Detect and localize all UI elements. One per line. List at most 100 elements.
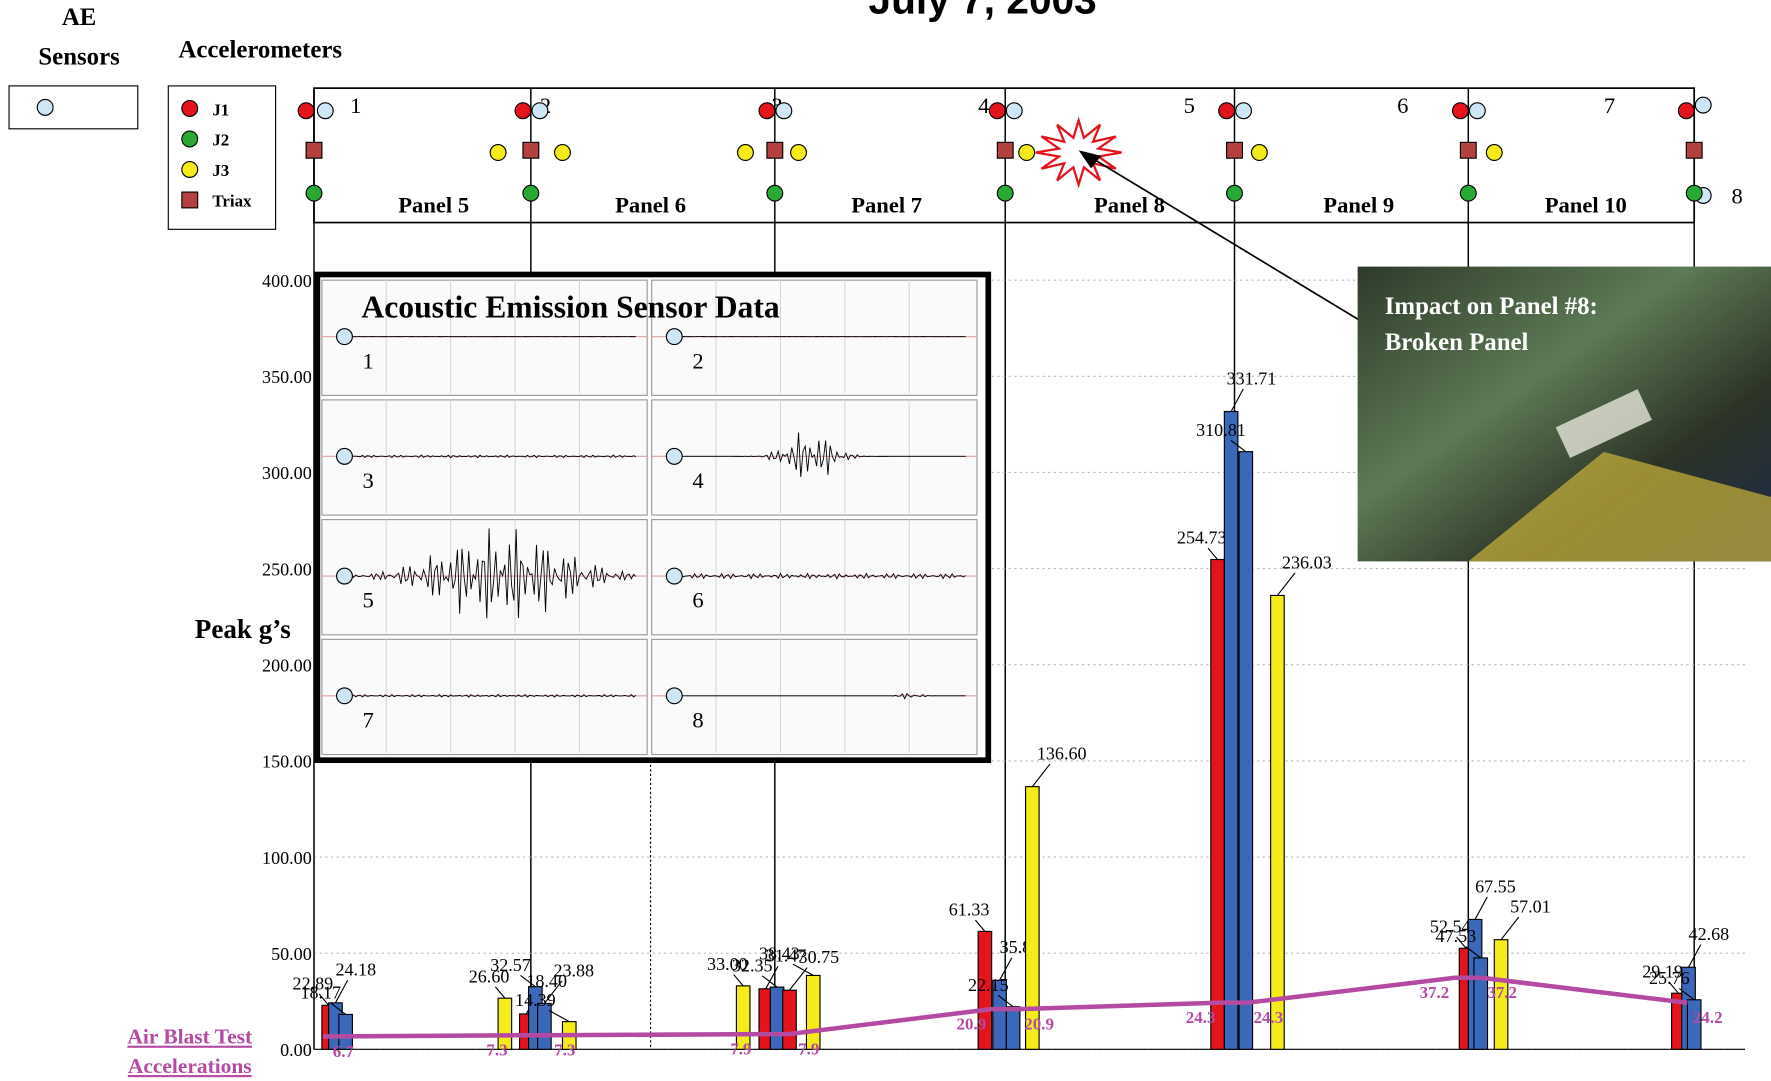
sensor-number: 7 [1604, 93, 1615, 118]
inset-panel [322, 520, 647, 635]
y-tick-label: 350.00 [262, 367, 312, 387]
j2-marker [523, 185, 539, 201]
ae-marker [337, 568, 353, 584]
label-leader [1032, 764, 1050, 787]
ae-legend-box [9, 86, 138, 129]
sensor-number: 5 [1184, 93, 1195, 118]
j3-marker [1019, 145, 1035, 161]
j3-marker [555, 145, 571, 161]
value-label: 61.33 [949, 900, 990, 920]
line-label: 6.7 [333, 1042, 355, 1061]
bar [1239, 452, 1253, 1050]
triax-marker [523, 142, 539, 158]
ae-marker [337, 688, 353, 704]
j2-marker [306, 185, 322, 201]
value-label: 24.18 [335, 960, 376, 980]
value-label: 18.17 [300, 983, 341, 1003]
inset-channel: 2 [692, 348, 703, 373]
panel-label: Panel 5 [398, 192, 469, 217]
ae-marker [1236, 103, 1252, 119]
j3-marker [1251, 145, 1267, 161]
value-label: 236.03 [1282, 552, 1332, 572]
line-label: 37.2 [1420, 983, 1450, 1002]
legend-swatch [182, 131, 198, 147]
inset-panel [322, 400, 647, 515]
triax-marker [997, 142, 1013, 158]
ae-marker [1695, 97, 1711, 113]
ae-marker [666, 688, 682, 704]
line-label: 20.9 [1024, 1014, 1054, 1033]
line-label: 7.3 [554, 1041, 575, 1060]
inset-panel [652, 639, 977, 754]
legend-swatch [182, 162, 198, 178]
ae-marker [337, 448, 353, 464]
legend-label: J1 [212, 100, 229, 119]
line-label: 20.9 [957, 1014, 987, 1033]
inset-channel: 5 [363, 588, 374, 613]
triax-marker [1686, 142, 1702, 158]
bar [1474, 958, 1488, 1049]
value-label: 30.75 [799, 947, 840, 967]
bar [1224, 411, 1238, 1049]
bar [1211, 560, 1225, 1050]
page: July 7, 2003 AE Sensors Accelerometers J… [0, 0, 1771, 1081]
value-label: 310.81 [1196, 420, 1246, 440]
label-leader [1208, 548, 1217, 559]
j2-marker [1686, 185, 1702, 201]
j1-marker [1678, 103, 1694, 119]
ae-marker [37, 99, 53, 115]
legend-label: Triax [212, 192, 252, 211]
j2-marker [997, 185, 1013, 201]
legend-label: J3 [212, 161, 229, 180]
y-tick-label: 200.00 [262, 656, 312, 676]
y-tick-label: 100.00 [262, 848, 312, 868]
value-label: 254.73 [1177, 528, 1227, 548]
sensor-number: 1 [350, 93, 361, 118]
ae-title: AE [62, 4, 97, 31]
ae-marker [337, 329, 353, 345]
ae-marker [1469, 103, 1485, 119]
panel-label: Panel 6 [615, 192, 686, 217]
j2-marker [1227, 185, 1243, 201]
value-label: 331.71 [1227, 368, 1277, 388]
bar [1271, 595, 1285, 1049]
label-leader [1475, 897, 1487, 920]
label-leader [975, 920, 984, 931]
j2-marker [1460, 185, 1476, 201]
inset-channel: 1 [363, 348, 374, 373]
label-leader [1501, 917, 1519, 940]
y-tick-label: 150.00 [262, 752, 312, 772]
j1-marker [989, 103, 1005, 119]
ae-marker [532, 103, 548, 119]
bar [770, 987, 784, 1049]
ae-marker [666, 329, 682, 345]
line-label: 37.2 [1487, 983, 1517, 1002]
j1-marker [298, 103, 314, 119]
inset-panel [322, 639, 647, 754]
ae-title: Sensors [38, 43, 120, 70]
inset-channel: 4 [692, 468, 703, 493]
j3-marker [791, 145, 807, 161]
y-tick-label: 250.00 [262, 559, 312, 579]
value-label: 23.88 [553, 960, 594, 980]
bar [806, 975, 820, 1049]
ae-marker [666, 448, 682, 464]
value-label: 14.39 [515, 990, 556, 1010]
impact-burst [1036, 120, 1122, 184]
title: July 7, 2003 [868, 0, 1096, 23]
y-tick-label: 50.00 [271, 944, 312, 964]
label-leader [495, 987, 504, 998]
value-label: 42.68 [1689, 924, 1730, 944]
sensor-number: 4 [978, 93, 989, 118]
ae-inset: 12345678Acoustic Emission Sensor Data [317, 275, 988, 761]
value-label: 25.76 [1649, 968, 1690, 988]
bar [1006, 1007, 1020, 1050]
inset-channel: 6 [692, 588, 703, 613]
j1-marker [759, 103, 775, 119]
label-leader [1277, 573, 1295, 596]
label-leader [1231, 389, 1243, 412]
inset-channel: 8 [692, 707, 703, 732]
line-label: 24.2 [1693, 1008, 1723, 1027]
ae-marker [317, 103, 333, 119]
panel-label: Panel 9 [1323, 192, 1394, 217]
